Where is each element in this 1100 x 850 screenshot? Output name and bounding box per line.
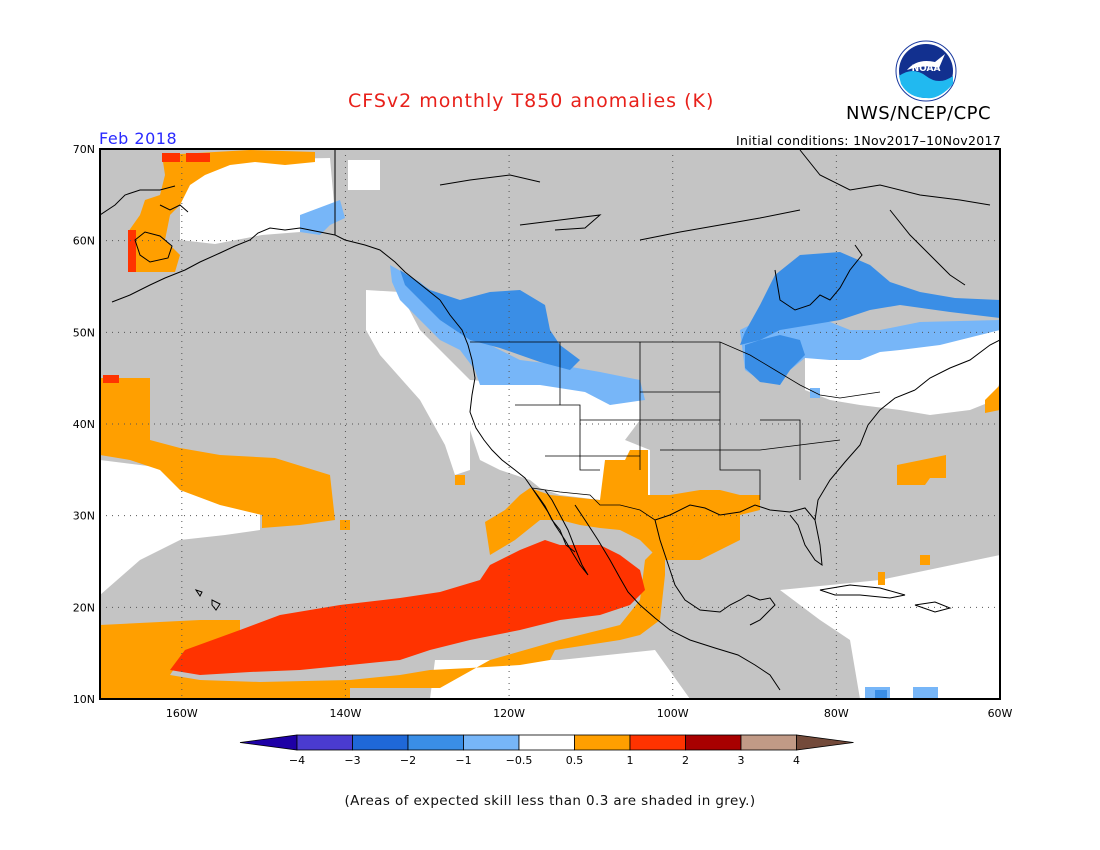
colorbar-swatch	[629, 734, 686, 751]
lon-label: 100W	[657, 707, 689, 720]
colorbar-tick-label: −1	[455, 754, 471, 767]
lat-label: 50N	[73, 326, 95, 339]
forecast-period: Feb 2018	[99, 129, 178, 148]
chart-title: CFSv2 monthly T850 anomalies (K)	[348, 90, 715, 112]
lat-label: 10N	[73, 693, 95, 706]
colorbar-tick-label: −2	[400, 754, 416, 767]
colorbar-labels: −4 −3 −2 −1 −0.5 0.5 1 2 3 4	[289, 754, 800, 767]
map-frame	[99, 148, 1001, 700]
colorbar-swatch	[463, 734, 520, 751]
lat-label: 30N	[73, 510, 95, 523]
colorbar-tick-label: −0.5	[506, 754, 533, 767]
colorbar-swatch	[685, 734, 742, 751]
colorbar-swatch	[518, 734, 575, 751]
colorbar-arrow-low	[239, 734, 298, 751]
colorbar-arrow-high	[796, 734, 854, 751]
anomaly-1-to-2	[103, 153, 645, 675]
colorbar-swatch	[574, 734, 631, 751]
colorbar-tick-label: 1	[627, 754, 634, 767]
caribbean-blue-cells	[865, 687, 938, 699]
colorbar	[239, 734, 854, 751]
organization-label: NWS/NCEP/CPC	[846, 103, 992, 124]
colorbar-tick-label: −3	[344, 754, 360, 767]
lon-label: 120W	[493, 707, 525, 720]
colorbar-swatch	[296, 734, 353, 751]
longitude-labels: 160W 140W 120W 100W 80W 60W	[166, 707, 1013, 720]
lon-label: 80W	[824, 707, 849, 720]
lat-label: 40N	[73, 418, 95, 431]
noaa-logo: NOAA	[895, 40, 957, 102]
colorbar-tick-label: 2	[682, 754, 689, 767]
latitude-labels: 70N 60N 50N 40N 30N 20N 10N	[73, 143, 95, 706]
lat-label: 70N	[73, 143, 95, 156]
footnote: (Areas of expected skill less than 0.3 a…	[344, 793, 756, 809]
lon-label: 60W	[988, 707, 1013, 720]
colorbar-tick-label: 4	[793, 754, 800, 767]
lon-label: 160W	[166, 707, 198, 720]
coastlines	[100, 149, 1000, 691]
colorbar-swatch	[352, 734, 409, 751]
colorbar-swatch	[407, 734, 464, 751]
colorbar-tick-label: 0.5	[566, 754, 584, 767]
colorbar-tick-label: −4	[289, 754, 305, 767]
lat-label: 60N	[73, 235, 95, 248]
lat-label: 20N	[73, 601, 95, 614]
colorbar-swatch	[740, 734, 797, 751]
colorbar-tick-label: 3	[738, 754, 745, 767]
map-field	[100, 149, 1000, 699]
logo-text: NOAA	[912, 64, 941, 74]
initial-conditions: Initial conditions: 1Nov2017–10Nov2017	[736, 133, 1001, 148]
anomaly-neg2-to-neg1	[400, 252, 1000, 385]
lon-label: 140W	[330, 707, 362, 720]
political-boundaries	[470, 341, 881, 521]
